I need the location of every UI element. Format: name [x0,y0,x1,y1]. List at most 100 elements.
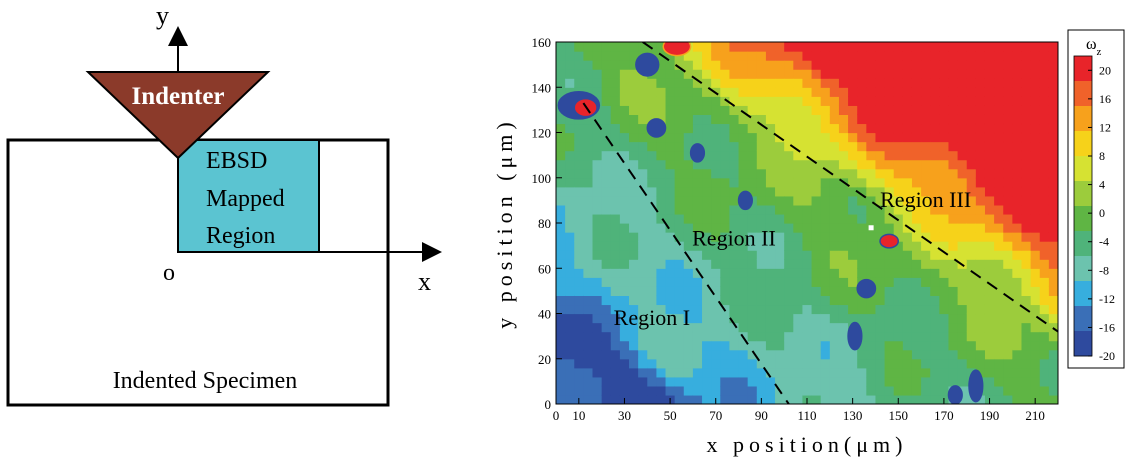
heatmap-cell [939,277,950,287]
heatmap-cell [729,123,740,134]
heatmap-cell [1012,232,1023,242]
heatmap-cell [820,42,831,52]
heatmap-cell [802,304,813,315]
heatmap-cell [638,78,648,88]
heatmap-cell [556,60,566,70]
heatmap-cell [674,250,685,260]
heatmap-cell [729,376,740,387]
heatmap-cell [756,141,767,152]
heatmap-cell [665,385,676,396]
heatmap-cell [984,313,995,324]
heatmap-cell [756,213,767,224]
heatmap-cell [592,60,603,70]
heatmap-cell [619,69,630,79]
heatmap-cell [957,186,968,197]
heatmap-cell [765,331,776,342]
heatmap-cell [902,295,913,306]
heatmap-cell [930,259,940,269]
heatmap-cell [975,123,986,134]
heatmap-cell [793,204,804,215]
heatmap-cell [802,241,813,251]
heatmap-cell [793,159,804,170]
heatmap-cell [921,105,931,115]
heatmap-cell [1030,340,1041,351]
heatmap-cell [811,141,822,152]
heatmap-cell [638,376,648,387]
heatmap-cell [638,385,648,396]
heatmap-cell [829,259,840,269]
heatmap-cell [957,60,968,70]
heatmap-cell [848,177,858,188]
heatmap-cell [866,78,877,88]
heatmap-cell [902,132,913,143]
heatmap-cell [610,213,621,224]
heatmap-cell [884,141,895,152]
heatmap-cell [610,42,621,52]
heatmap-cell [820,349,831,360]
heatmap-cell [902,96,913,106]
heatmap-cell [1030,60,1041,70]
heatmap-cell [765,241,776,251]
heatmap-cell [738,123,749,134]
heatmap-cell [647,87,657,97]
heatmap-cell [784,259,794,269]
heatmap-cell [619,331,630,342]
heatmap-cell [1021,295,1032,306]
heatmap-cell [811,277,822,287]
heatmap-cell [674,268,685,278]
heatmap-cell [902,186,913,197]
heatmap-cell [674,277,685,287]
heatmap-cell [994,259,1004,269]
heatmap-cell [957,349,968,360]
heatmap-cell [838,304,849,315]
heatmap-cell [565,241,575,251]
heatmap-cell [793,259,804,269]
heatmap-cell [811,340,822,351]
heatmap-cell [683,204,694,215]
heatmap-cell [592,349,603,360]
heatmap-cell [857,168,867,179]
heatmap-cell [793,241,804,251]
heatmap-cell [866,150,877,161]
heatmap-cell [729,349,740,360]
heatmap-cell [811,114,822,125]
heatmap-cell [829,268,840,278]
heatmap-cell [875,213,886,224]
y-tick-label: 20 [538,352,551,367]
heatmap-cell [647,42,657,52]
heatmap-cell [692,295,703,306]
heatmap-cell [1021,340,1032,351]
heatmap-cell [720,96,731,106]
heatmap-cell [747,385,758,396]
heatmap-cell [674,96,685,106]
heatmap-cell [629,186,639,197]
heatmap-cell [838,96,849,106]
heatmap-cell [583,87,594,97]
heatmap-cell [884,376,895,387]
heatmap-cell [820,114,831,125]
heatmap-cell [674,186,685,197]
region-boundaries [582,42,1058,404]
heatmap-cell [610,259,621,269]
heatmap-cell [656,69,667,79]
heatmap-cell [921,322,931,333]
heatmap-cell [729,313,740,324]
heatmap-cell [984,177,995,188]
heatmap-cell [994,349,1004,360]
heatmap-cell [948,186,959,197]
heatmap-cell [765,51,776,61]
heatmap-cell [984,295,995,306]
heatmap-cell [848,168,858,179]
heatmap-cell [1003,204,1013,215]
heatmap-cell [674,331,685,342]
heatmap-cell [647,376,657,387]
heatmap-cell [1012,69,1023,79]
heatmap-cell [775,195,785,206]
heatmap-cell [802,331,813,342]
heatmap-cell [775,313,785,324]
heatmap-cell [629,340,639,351]
heatmap-cell [939,241,950,251]
heatmap-cell [948,358,959,369]
heatmap-cell [565,259,575,269]
heatmap-cell [556,195,566,206]
